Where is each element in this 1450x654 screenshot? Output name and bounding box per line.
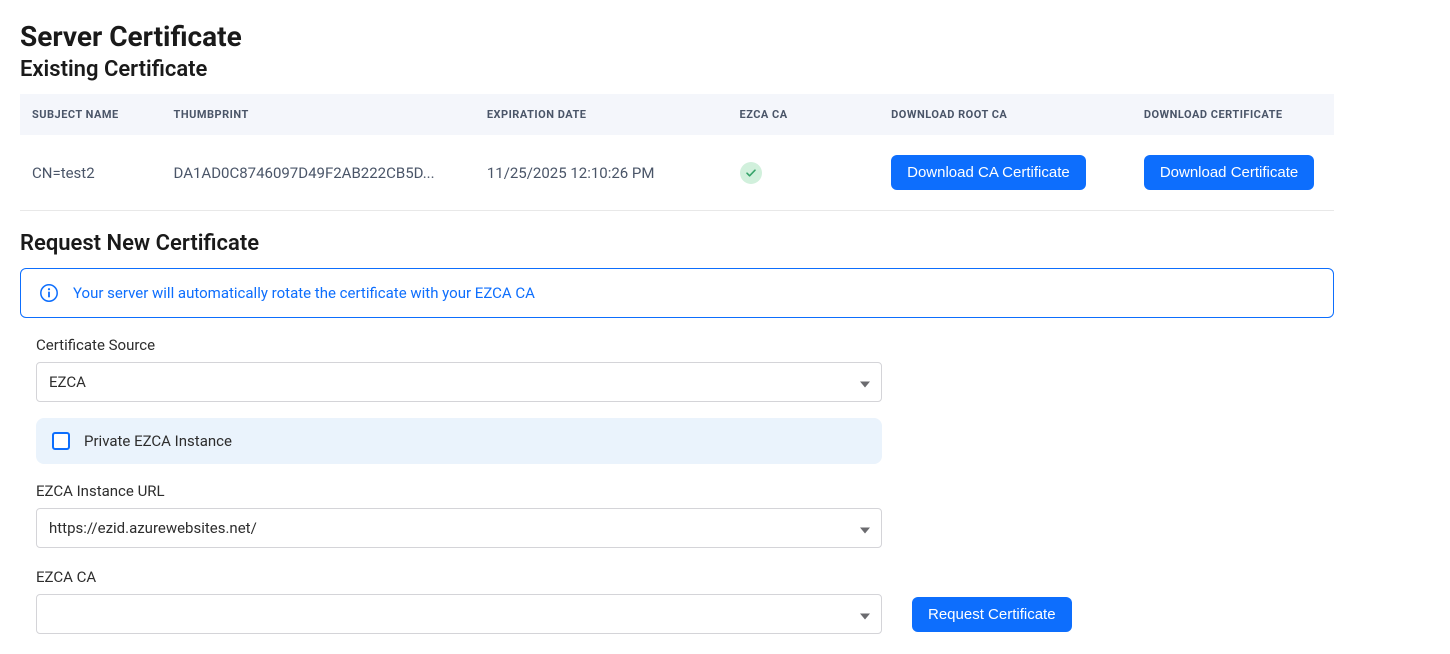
instance-url-select[interactable]: https://ezid.azurewebsites.net/: [36, 508, 882, 548]
certificate-table: SUBJECT NAME THUMBPRINT EXPIRATION DATE …: [20, 94, 1334, 211]
col-download-cert-header: DOWNLOAD CERTIFICATE: [1132, 94, 1334, 135]
check-icon: [740, 162, 762, 184]
col-expiration-header: EXPIRATION DATE: [475, 94, 728, 135]
instance-url-label: EZCA Instance URL: [36, 482, 900, 500]
cell-thumbprint: DA1AD0C8746097D49F2AB222CB5D...: [162, 135, 475, 211]
info-banner-text: Your server will automatically rotate th…: [73, 284, 535, 302]
table-row: CN=test2 DA1AD0C8746097D49F2AB222CB5D...…: [20, 135, 1334, 211]
table-header-row: SUBJECT NAME THUMBPRINT EXPIRATION DATE …: [20, 94, 1334, 135]
cert-source-select[interactable]: EZCA: [36, 362, 882, 402]
private-instance-label: Private EZCA Instance: [84, 432, 232, 450]
info-banner: Your server will automatically rotate th…: [20, 268, 1334, 318]
cell-download-root: Download CA Certificate: [879, 135, 1132, 211]
col-ezca-ca-header: EZCA CA: [728, 94, 880, 135]
request-certificate-button[interactable]: Request Certificate: [912, 597, 1072, 632]
private-instance-panel: Private EZCA Instance: [36, 418, 882, 464]
info-icon: [39, 283, 59, 303]
col-subject-header: SUBJECT NAME: [20, 94, 162, 135]
private-instance-checkbox[interactable]: [52, 432, 70, 450]
cell-download-cert: Download Certificate: [1132, 135, 1334, 211]
cell-ezca-ca: [728, 135, 880, 211]
col-download-root-header: DOWNLOAD ROOT CA: [879, 94, 1132, 135]
page-title: Server Certificate: [20, 20, 1430, 53]
download-ca-certificate-button[interactable]: Download CA Certificate: [891, 155, 1086, 190]
request-new-certificate-heading: Request New Certificate: [20, 231, 1430, 256]
request-form: Certificate Source EZCA Private EZCA Ins…: [20, 336, 900, 634]
ezca-ca-label: EZCA CA: [36, 568, 882, 586]
cell-expiration: 11/25/2025 12:10:26 PM: [475, 135, 728, 211]
cert-source-label: Certificate Source: [36, 336, 900, 354]
cell-subject: CN=test2: [20, 135, 162, 211]
download-certificate-button[interactable]: Download Certificate: [1144, 155, 1314, 190]
existing-certificate-heading: Existing Certificate: [20, 57, 1430, 82]
col-thumbprint-header: THUMBPRINT: [162, 94, 475, 135]
ezca-ca-select[interactable]: [36, 594, 882, 634]
